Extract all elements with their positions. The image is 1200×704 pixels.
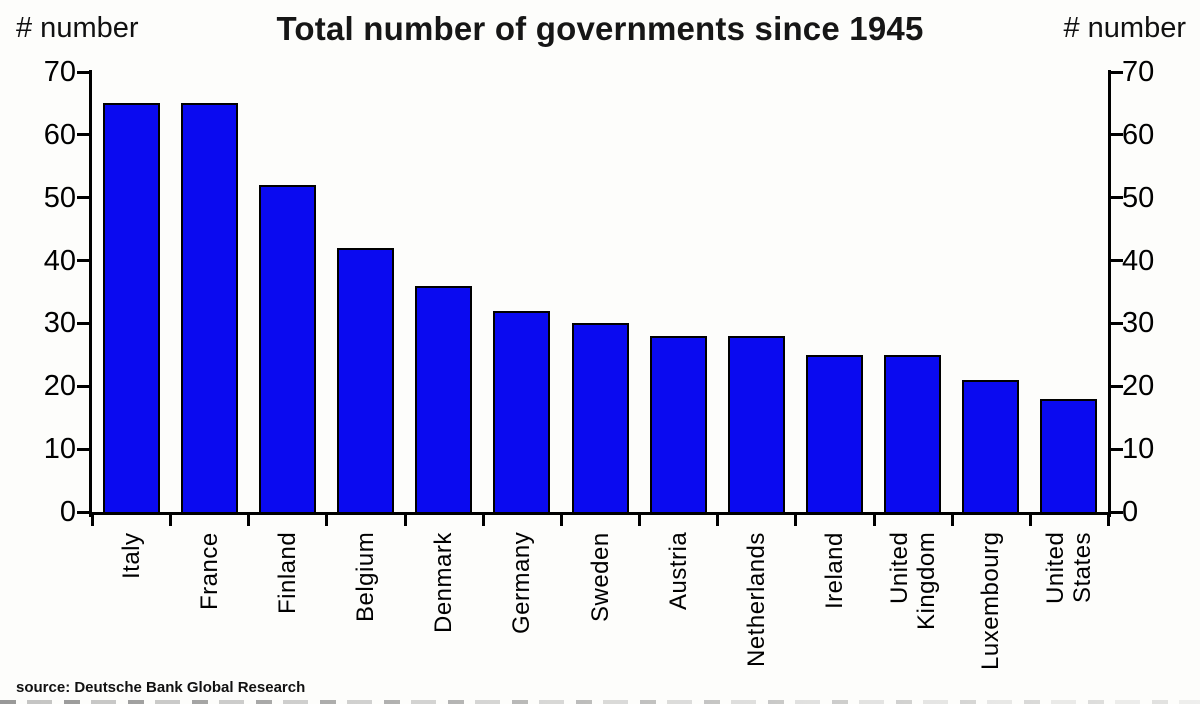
y-axis-tick-label-left: 70: [43, 56, 76, 88]
bar-austria: [649, 336, 707, 512]
chart-title: Total number of governments since 1945: [276, 10, 924, 47]
left-y-axis-line: [89, 70, 92, 517]
x-axis-label-row: Italy France Finland Belgium Denmark Germany S…: [92, 532, 1108, 682]
y-axis-tick-label-left: 40: [43, 244, 76, 277]
bar-finland: [258, 185, 316, 512]
bar-italy: [102, 103, 160, 512]
right-axis-unit-label: # number: [1063, 12, 1186, 44]
bar-denmark: [415, 285, 473, 512]
y-axis-tick-label-left: 0: [59, 496, 76, 528]
x-axis-category-label: Finland: [273, 532, 301, 615]
x-axis-tick-mark: [1106, 515, 1110, 526]
cropped-text-strip: [0, 700, 1200, 704]
y-tick-right-mark: [1111, 133, 1123, 137]
x-label-cell: Austria: [639, 532, 717, 682]
y-axis-tick-label-right: 20: [1122, 370, 1155, 403]
y-tick-right-mark: [1111, 259, 1123, 263]
y-tick-right-mark: [1111, 447, 1123, 451]
x-axis-category-label: Italy: [117, 532, 145, 579]
x-label-cell: United Kingdom: [874, 532, 952, 682]
x-axis-category-label: Ireland: [820, 532, 848, 609]
y-axis-tick-label-right: 0: [1122, 496, 1139, 528]
x-axis-tick-mark: [481, 515, 485, 526]
x-label-cell: United States: [1030, 532, 1108, 682]
left-axis-unit-label: # number: [16, 12, 139, 44]
plot-area: [77, 70, 1123, 526]
x-axis-tick-mark: [559, 515, 563, 526]
x-axis-tick-mark: [246, 515, 250, 526]
y-axis-tick-label-right: 50: [1122, 181, 1155, 214]
bar-ireland: [805, 354, 863, 512]
y-tick-left-mark: [77, 510, 89, 514]
x-axis-category-label: Belgium: [352, 532, 380, 623]
y-tick-left-mark: [77, 133, 89, 137]
x-axis-category-label: Germany: [508, 532, 536, 635]
y-axis-tick-label-right: 30: [1122, 307, 1155, 340]
bar-united-states: [1040, 398, 1098, 512]
x-label-cell: France: [170, 532, 248, 682]
x-axis-tick-mark: [90, 515, 94, 526]
x-axis-tick-mark: [1028, 515, 1032, 526]
y-tick-left-mark: [77, 259, 89, 263]
y-axis-tick-label-left: 20: [43, 370, 76, 403]
x-axis-tick-mark: [950, 515, 954, 526]
x-label-cell: Denmark: [405, 532, 483, 682]
x-label-cell: Belgium: [326, 532, 404, 682]
x-axis-tick-mark: [637, 515, 641, 526]
y-axis-tick-label-right: 60: [1122, 118, 1155, 151]
y-tick-left-mark: [77, 384, 89, 388]
y-tick-left-mark: [77, 321, 89, 325]
y-tick-right-mark: [1111, 70, 1123, 74]
bar-netherlands: [727, 336, 785, 512]
right-y-axis-line: [1108, 70, 1111, 517]
y-tick-left-mark: [77, 447, 89, 451]
x-label-cell: Germany: [483, 532, 561, 682]
x-axis-tick-mark: [715, 515, 719, 526]
bar-belgium: [337, 248, 395, 512]
bar-sweden: [571, 323, 629, 512]
y-tick-left-mark: [77, 70, 89, 74]
x-label-cell: Netherlands: [717, 532, 795, 682]
x-axis-category-label: United Kingdom: [885, 532, 940, 631]
bar-germany: [493, 310, 551, 512]
x-axis-category-label: Denmark: [430, 532, 458, 633]
x-label-cell: Italy: [92, 532, 170, 682]
bar-france: [180, 103, 238, 512]
x-axis-baseline: [89, 512, 1111, 515]
x-axis-tick-mark: [872, 515, 876, 526]
x-axis-category-label: Sweden: [586, 532, 614, 622]
x-axis-tick-mark: [324, 515, 328, 526]
x-axis-category-label: United States: [1041, 532, 1096, 605]
y-tick-right-mark: [1111, 384, 1123, 388]
x-axis-category-label: Luxembourg: [977, 532, 1005, 671]
y-axis-tick-label-right: 40: [1122, 244, 1155, 277]
y-tick-left-mark: [77, 196, 89, 200]
bar-united-kingdom: [884, 354, 942, 512]
y-axis-tick-label-right: 10: [1122, 433, 1155, 466]
y-axis-tick-label-left: 30: [43, 307, 76, 340]
x-axis-tick-mark: [168, 515, 172, 526]
y-tick-right-mark: [1111, 196, 1123, 200]
x-axis-tick-mark: [403, 515, 407, 526]
x-axis-tick-mark: [793, 515, 797, 526]
y-tick-right-mark: [1111, 321, 1123, 325]
x-label-cell: Luxembourg: [952, 532, 1030, 682]
x-label-cell: Finland: [248, 532, 326, 682]
bar-luxembourg: [962, 380, 1020, 512]
x-label-cell: Ireland: [795, 532, 873, 682]
y-axis-tick-label-right: 70: [1122, 56, 1155, 88]
x-label-cell: Sweden: [561, 532, 639, 682]
y-axis-tick-label-left: 10: [43, 433, 76, 466]
x-axis-category-label: Netherlands: [742, 532, 770, 667]
y-tick-right-mark: [1111, 510, 1123, 514]
x-axis-category-label: Austria: [664, 532, 692, 611]
y-axis-tick-label-left: 50: [43, 181, 76, 214]
y-axis-tick-label-left: 60: [43, 118, 76, 151]
x-axis-category-label: France: [195, 532, 223, 610]
source-attribution: source: Deutsche Bank Global Research: [16, 679, 306, 696]
